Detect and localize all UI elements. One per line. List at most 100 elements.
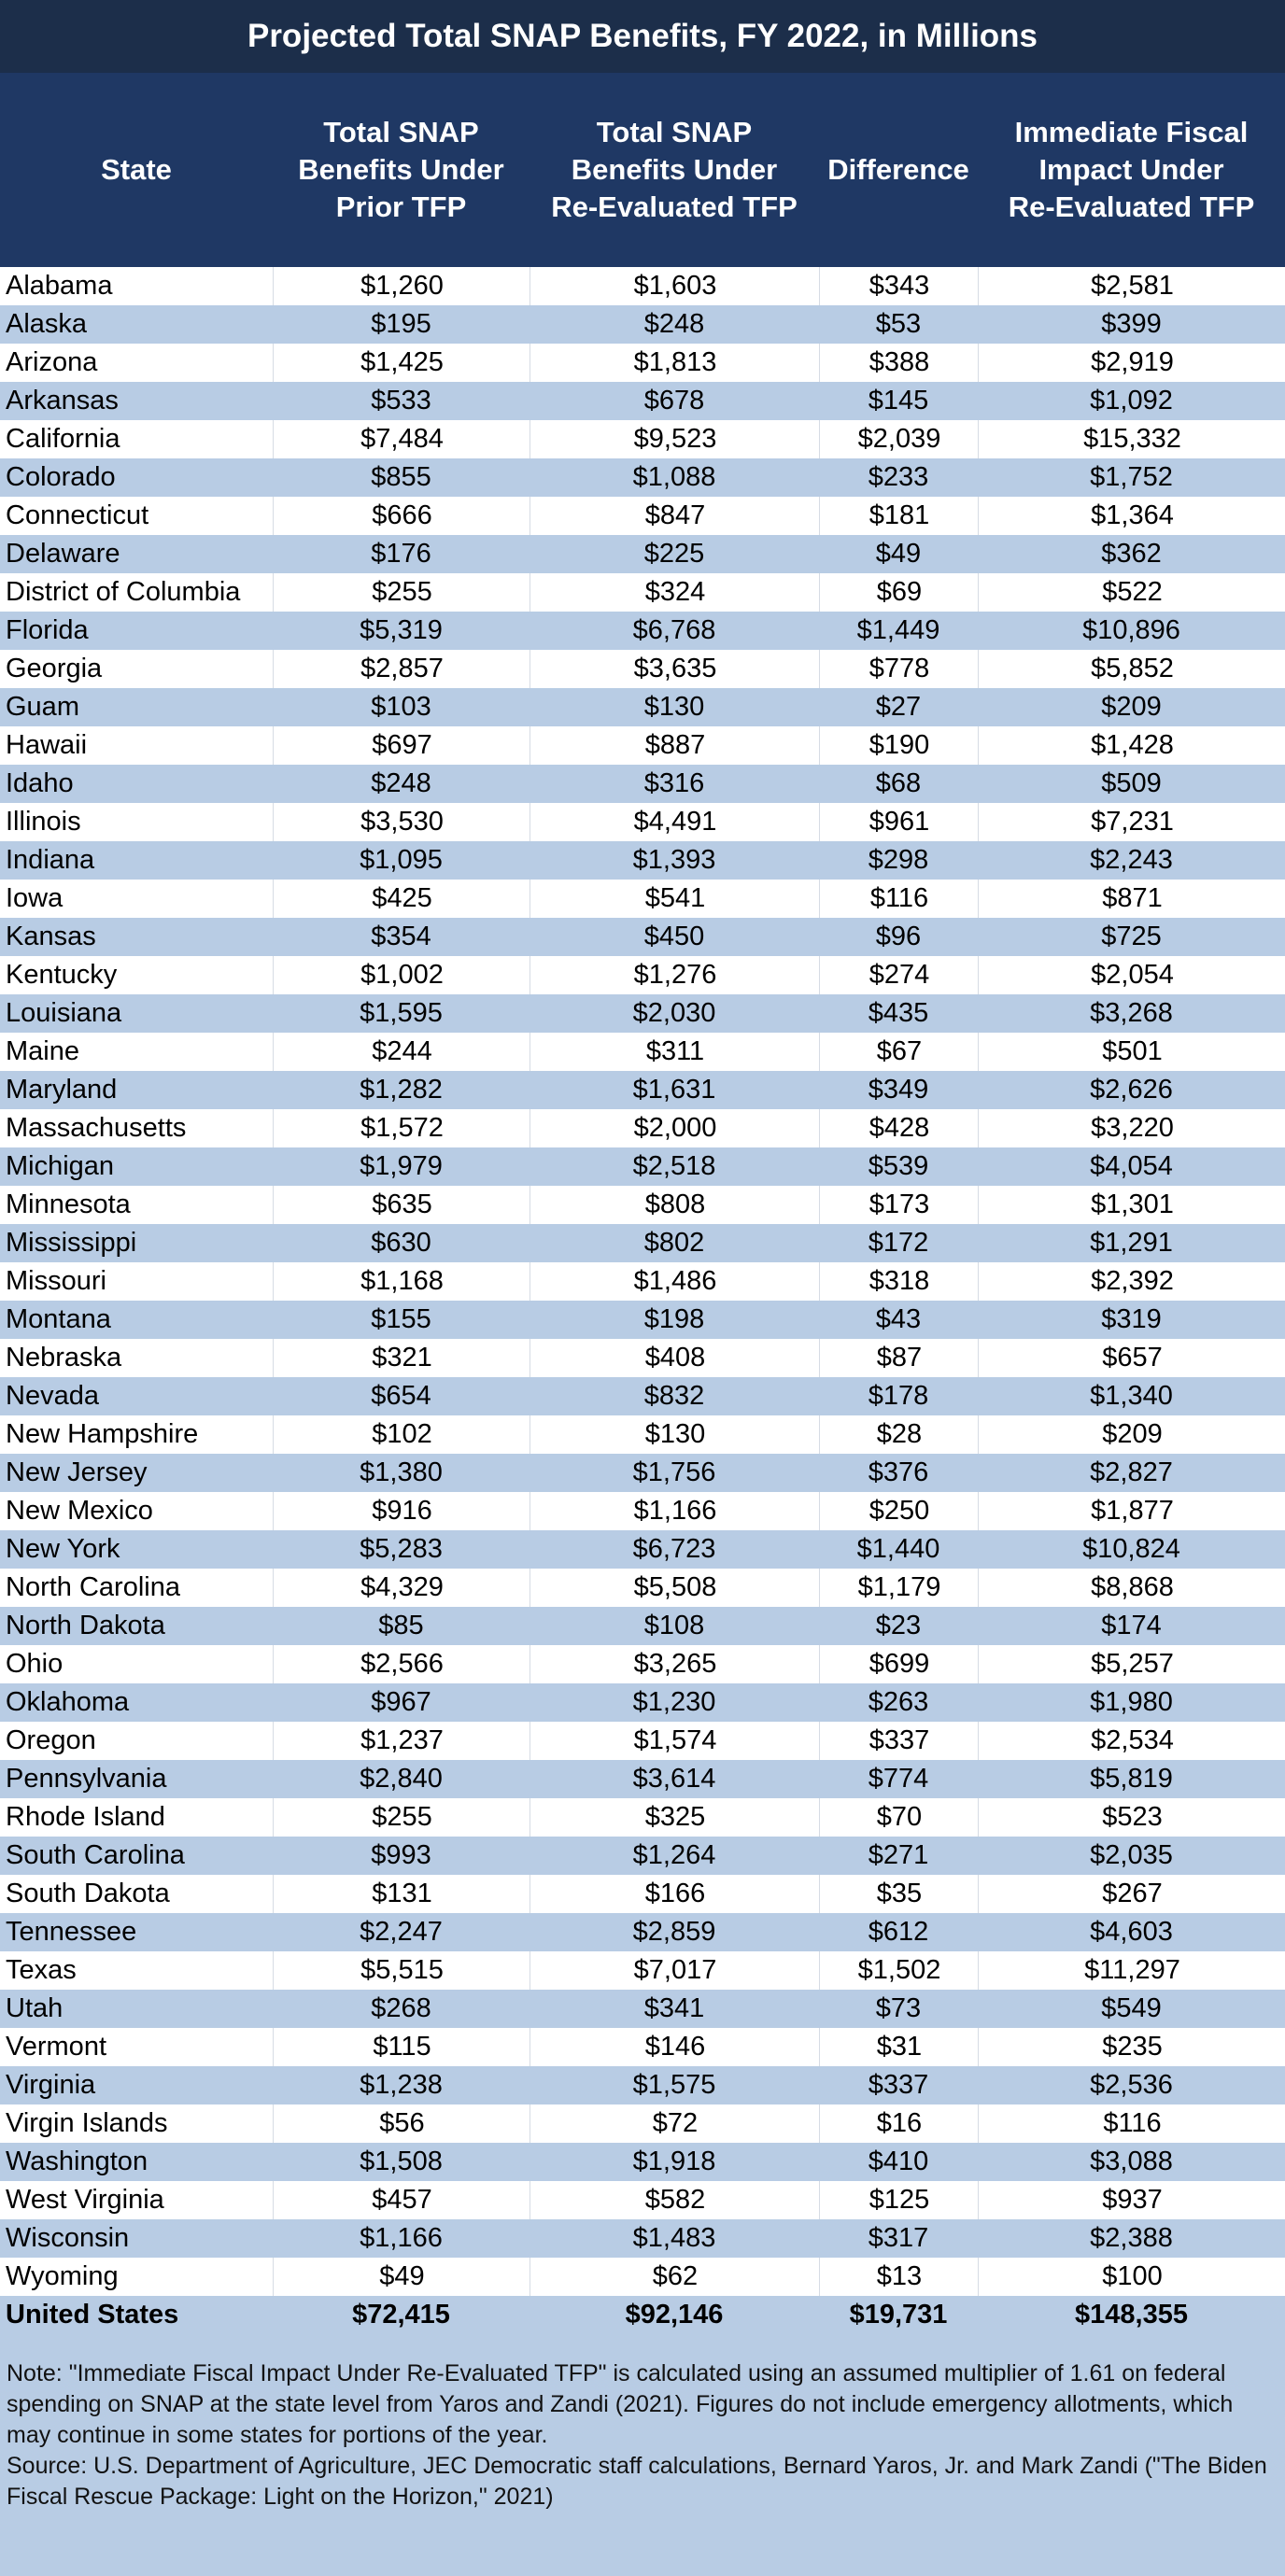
prior-tfp-cell: $5,515 (273, 1951, 530, 1990)
state-cell: Washington (6, 2147, 148, 2176)
note-text: Note: "Immediate Fiscal Impact Under Re-… (7, 2360, 1234, 2448)
table-row: Nebraska $321 $408 $87 $657 (0, 1339, 1285, 1377)
state-cell: Michigan (6, 1151, 115, 1181)
table-header-row: State Total SNAP Benefits Under Prior TF… (0, 73, 1285, 267)
difference-cell: $337 (819, 1722, 979, 1760)
state-cell: Hawaii (6, 730, 88, 760)
difference-cell: $190 (819, 726, 979, 765)
difference-cell: $73 (875, 1993, 922, 2023)
table-row: Maine $244 $311 $67 $501 (0, 1033, 1285, 1071)
prior-tfp-cell: $4,329 (273, 1569, 530, 1607)
re-evaluated-tfp-cell: $1,918 (632, 2147, 716, 2176)
state-cell: Vermont (6, 2032, 106, 2062)
prior-tfp-cell: $2,840 (360, 1764, 443, 1794)
fiscal-impact-cell: $2,581 (978, 267, 1285, 305)
fiscal-impact-cell: $523 (978, 1798, 1285, 1837)
prior-tfp-cell: $1,095 (360, 845, 443, 875)
table-row: Colorado $855 $1,088 $233 $1,752 (0, 458, 1285, 497)
table-row: Wisconsin $1,166 $1,483 $317 $2,388 (0, 2219, 1285, 2258)
fiscal-impact-cell: $2,388 (1090, 2223, 1173, 2253)
state-cell: Massachusetts (6, 1113, 187, 1143)
difference-cell: $250 (819, 1492, 979, 1530)
state-cell: Idaho (6, 768, 74, 798)
fiscal-impact-cell: $2,392 (978, 1262, 1285, 1301)
prior-tfp-cell: $5,283 (360, 1534, 443, 1564)
table-row: Alaska $195 $248 $53 $399 (0, 305, 1285, 344)
header-difference: Difference (827, 153, 969, 186)
difference-cell: $388 (819, 344, 979, 382)
prior-tfp-cell: $131 (273, 1875, 530, 1913)
table-row: New Jersey $1,380 $1,756 $376 $2,827 (0, 1454, 1285, 1492)
re-evaluated-tfp-cell: $1,166 (530, 1492, 820, 1530)
table-row: Delaware $176 $225 $49 $362 (0, 535, 1285, 573)
prior-tfp-cell: $115 (273, 2028, 530, 2066)
re-evaluated-tfp-cell: $7,017 (530, 1951, 820, 1990)
difference-cell: $70 (819, 1798, 979, 1837)
fiscal-impact-cell: $1,752 (1090, 462, 1173, 492)
table-row: Oklahoma $967 $1,230 $263 $1,980 (0, 1683, 1285, 1722)
re-evaluated-tfp-cell: $1,264 (632, 1840, 716, 1870)
table-row: Texas $5,515 $7,017 $1,502 $11,297 (0, 1951, 1285, 1990)
fiscal-impact-cell: $174 (1101, 1611, 1162, 1640)
fiscal-impact-cell: $549 (1101, 1993, 1162, 2023)
table-notes: Note: "Immediate Fiscal Impact Under Re-… (7, 2358, 1278, 2513)
fiscal-impact-cell: $267 (978, 1875, 1285, 1913)
table-row: Missouri $1,168 $1,486 $318 $2,392 (0, 1262, 1285, 1301)
re-evaluated-tfp-cell: $1,088 (632, 462, 716, 492)
difference-cell: $69 (819, 573, 979, 612)
fiscal-impact-cell: $362 (1101, 539, 1162, 569)
re-evaluated-tfp-cell: $1,756 (632, 1457, 716, 1487)
table-row: Maryland $1,282 $1,631 $349 $2,626 (0, 1071, 1285, 1109)
re-evaluated-tfp-cell: $450 (643, 922, 705, 951)
re-evaluated-tfp-cell: $341 (643, 1993, 705, 2023)
re-evaluated-tfp-cell: $316 (643, 768, 705, 798)
re-evaluated-tfp-cell: $541 (530, 880, 820, 918)
difference-cell: $1,440 (856, 1534, 940, 1564)
difference-cell: $337 (868, 2070, 929, 2100)
table-row: Minnesota $635 $808 $173 $1,301 (0, 1186, 1285, 1224)
table-row: New Hampshire $102 $130 $28 $209 (0, 1415, 1285, 1454)
prior-tfp-cell: $1,380 (360, 1457, 443, 1487)
difference-cell: $43 (875, 1304, 922, 1334)
fiscal-impact-cell: $116 (978, 2104, 1285, 2143)
state-cell: Virginia (6, 2070, 96, 2100)
fiscal-impact-cell: $522 (978, 573, 1285, 612)
re-evaluated-tfp-cell: $62 (530, 2258, 820, 2296)
table-row: Tennessee $2,247 $2,859 $612 $4,603 (0, 1913, 1285, 1951)
table-row: Iowa $425 $541 $116 $871 (0, 880, 1285, 918)
difference-cell: $539 (868, 1151, 929, 1181)
prior-tfp-cell: $1,595 (360, 998, 443, 1028)
difference-cell: $23 (875, 1611, 922, 1640)
state-cell: Kentucky (6, 960, 118, 990)
table-title: Projected Total SNAP Benefits, FY 2022, … (0, 0, 1285, 73)
table-row: Utah $268 $341 $73 $549 (0, 1990, 1285, 2028)
difference-cell: $116 (819, 880, 979, 918)
fiscal-impact-cell: $2,054 (978, 956, 1285, 994)
state-cell: Iowa (6, 883, 64, 913)
fiscal-impact-cell: $10,896 (1082, 615, 1180, 645)
prior-tfp-cell: $354 (371, 922, 431, 951)
table-row: West Virginia $457 $582 $125 $937 (0, 2181, 1285, 2219)
re-evaluated-tfp-cell: $108 (643, 1611, 705, 1640)
fiscal-impact-cell: $15,332 (978, 420, 1285, 458)
table-row: Mississippi $630 $802 $172 $1,291 (0, 1224, 1285, 1262)
prior-tfp-cell: $3,530 (273, 803, 530, 841)
difference-cell: $271 (868, 1840, 929, 1870)
table-row: New York $5,283 $6,723 $1,440 $10,824 (0, 1530, 1285, 1569)
state-cell: Delaware (6, 539, 120, 569)
difference-cell: $233 (868, 462, 929, 492)
difference-cell: $699 (819, 1645, 979, 1683)
difference-cell: $178 (868, 1381, 929, 1411)
state-cell: Arkansas (6, 386, 119, 415)
prior-tfp-cell: $1,979 (360, 1151, 443, 1181)
fiscal-impact-cell: $1,092 (1090, 386, 1173, 415)
re-evaluated-tfp-cell: $808 (530, 1186, 820, 1224)
difference-cell: $376 (868, 1457, 929, 1487)
difference-cell: $435 (868, 998, 929, 1028)
difference-cell: $2,039 (819, 420, 979, 458)
table-row: Virginia $1,238 $1,575 $337 $2,536 (0, 2066, 1285, 2104)
header-prior-tfp: Total SNAP Benefits Under Prior TFP (298, 116, 504, 223)
state-cell: Florida (6, 615, 89, 645)
fiscal-impact-cell: $1,364 (978, 497, 1285, 535)
prior-tfp-cell: $697 (273, 726, 530, 765)
